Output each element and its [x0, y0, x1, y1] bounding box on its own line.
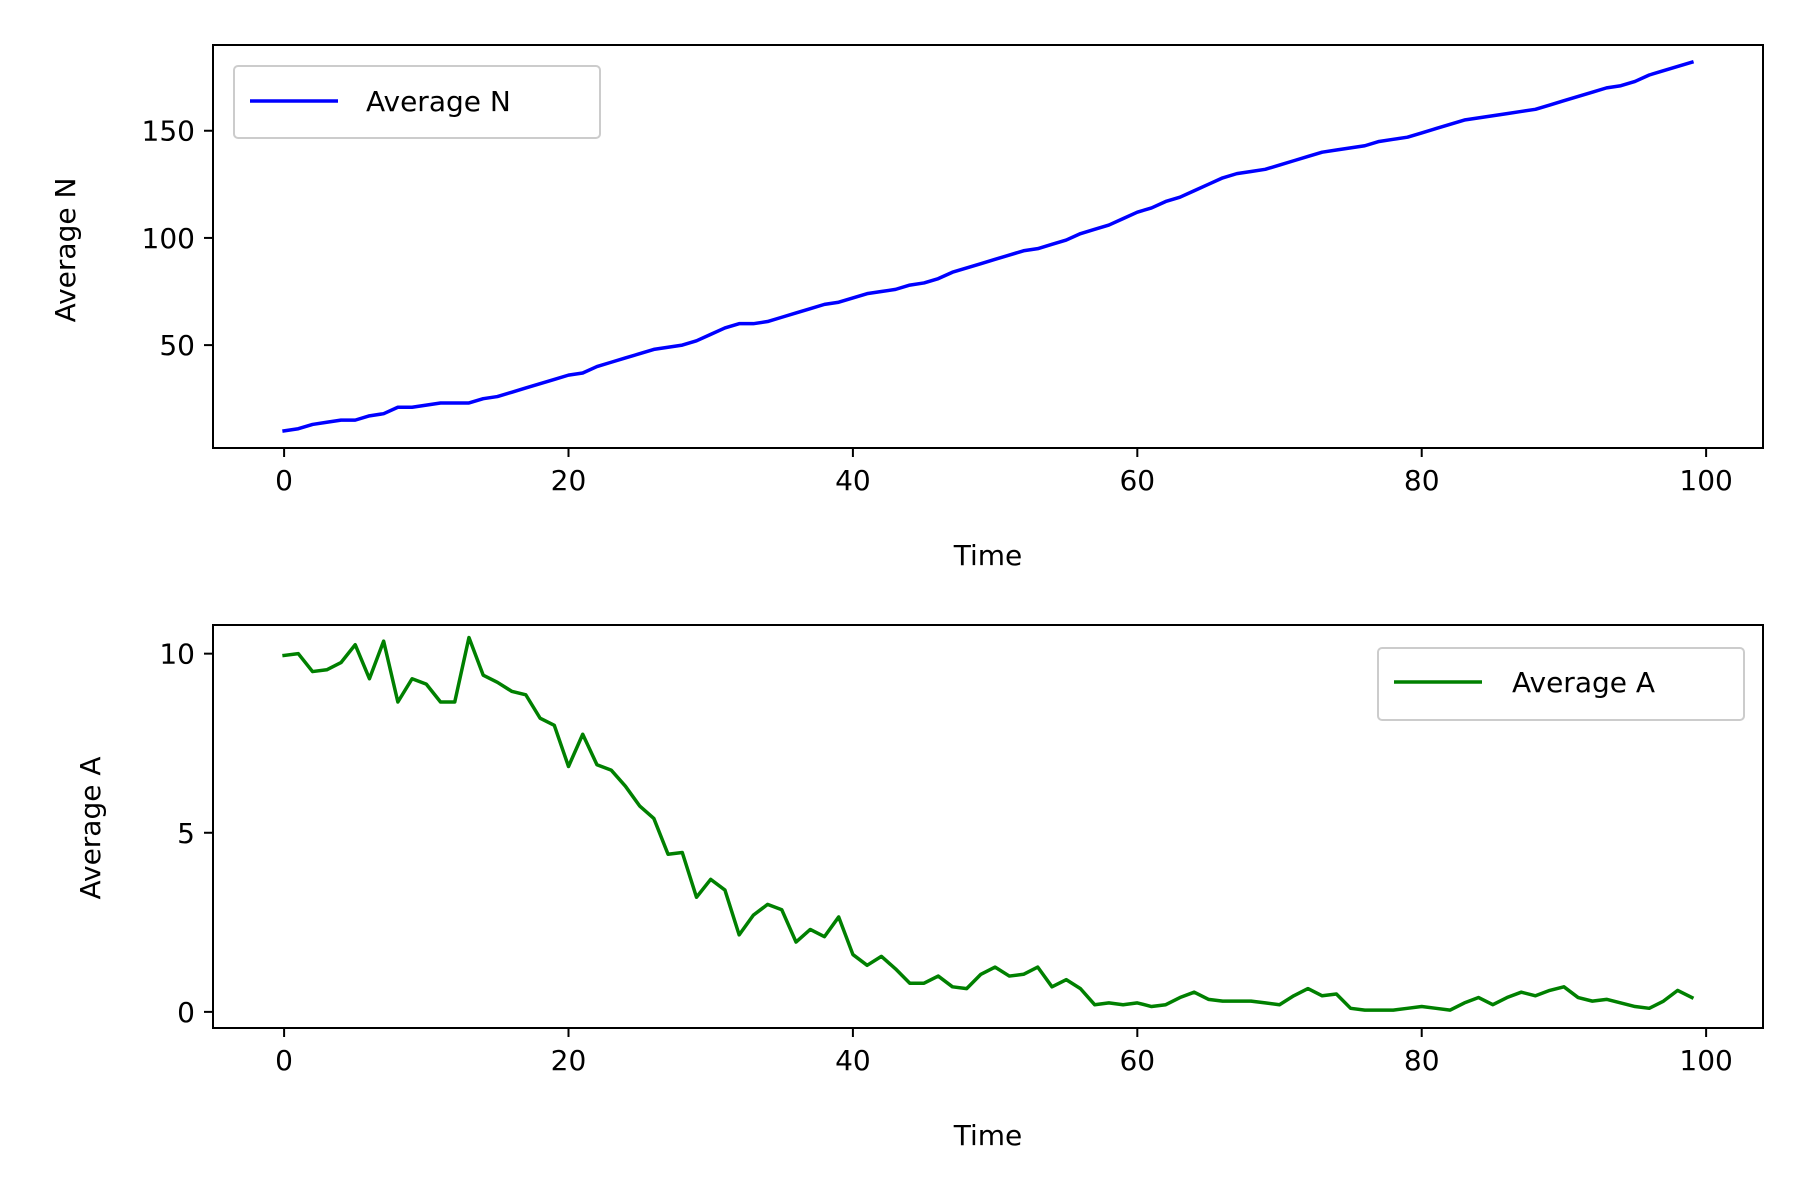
x-tick-label: 40: [835, 464, 871, 497]
legend: Average N: [233, 65, 601, 139]
axes-frame: [212, 44, 1764, 449]
legend-label: Average A: [1512, 666, 1655, 699]
legend-frame: [1377, 647, 1745, 721]
y-ticks: 0 5 10: [159, 638, 213, 1029]
subplot-average-n: 0 20 40 60 80 100 50 100 150 Time Average N Ave…: [49, 44, 1764, 572]
x-tick-label: 20: [551, 1044, 587, 1077]
axes-frame: [212, 624, 1764, 1029]
x-tick-label: 100: [1679, 1044, 1732, 1077]
y-tick-label: 0: [177, 996, 195, 1029]
x-tick-label: 0: [275, 464, 293, 497]
x-tick-label: 40: [835, 1044, 871, 1077]
y-axis-label: Average A: [74, 756, 107, 899]
y-tick-label: 150: [142, 115, 195, 148]
plot-area: [212, 44, 1764, 449]
plot-area: [212, 624, 1764, 1029]
x-ticks: 0 20 40 60 80 100: [275, 1028, 1733, 1077]
x-tick-label: 20: [551, 464, 587, 497]
x-axis-label: Time: [953, 539, 1023, 572]
y-tick-label: 100: [142, 222, 195, 255]
x-axis-label: Time: [953, 1119, 1023, 1152]
y-tick-label: 5: [177, 817, 195, 850]
legend-frame: [233, 65, 601, 139]
x-ticks: 0 20 40 60 80 100: [275, 448, 1733, 497]
legend: Average A: [1377, 647, 1745, 721]
y-tick-label: 50: [159, 329, 195, 362]
series-line: [282, 635, 1695, 1012]
subplot-average-a: 0 20 40 60 80 100 0 5 10 Time Average A Average…: [74, 624, 1764, 1152]
x-tick-label: 60: [1119, 1044, 1155, 1077]
x-tick-label: 60: [1119, 464, 1155, 497]
legend-label: Average N: [366, 85, 511, 118]
y-tick-label: 10: [159, 638, 195, 671]
y-ticks: 50 100 150: [142, 115, 213, 362]
x-tick-label: 80: [1404, 464, 1440, 497]
y-axis-label: Average N: [49, 178, 82, 323]
x-tick-label: 80: [1404, 1044, 1440, 1077]
series-line: [282, 59, 1695, 433]
x-tick-label: 0: [275, 1044, 293, 1077]
x-tick-label: 100: [1679, 464, 1732, 497]
